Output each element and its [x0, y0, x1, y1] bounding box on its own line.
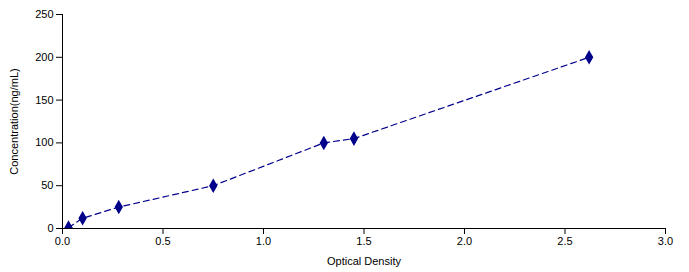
svg-text:50: 50	[41, 179, 53, 191]
svg-text:Optical Density: Optical Density	[327, 255, 401, 267]
svg-text:0: 0	[47, 222, 53, 234]
svg-text:1.5: 1.5	[356, 235, 371, 247]
svg-text:0.5: 0.5	[155, 235, 170, 247]
svg-text:Concentration(ng/mL): Concentration(ng/mL)	[8, 68, 20, 174]
svg-text:1.0: 1.0	[256, 235, 271, 247]
svg-text:2.5: 2.5	[557, 235, 572, 247]
svg-text:150: 150	[35, 94, 53, 106]
svg-text:2.0: 2.0	[457, 235, 472, 247]
svg-text:100: 100	[35, 136, 53, 148]
svg-text:200: 200	[35, 51, 53, 63]
svg-text:3.0: 3.0	[658, 235, 673, 247]
svg-text:250: 250	[35, 8, 53, 20]
svg-text:0.0: 0.0	[55, 235, 70, 247]
